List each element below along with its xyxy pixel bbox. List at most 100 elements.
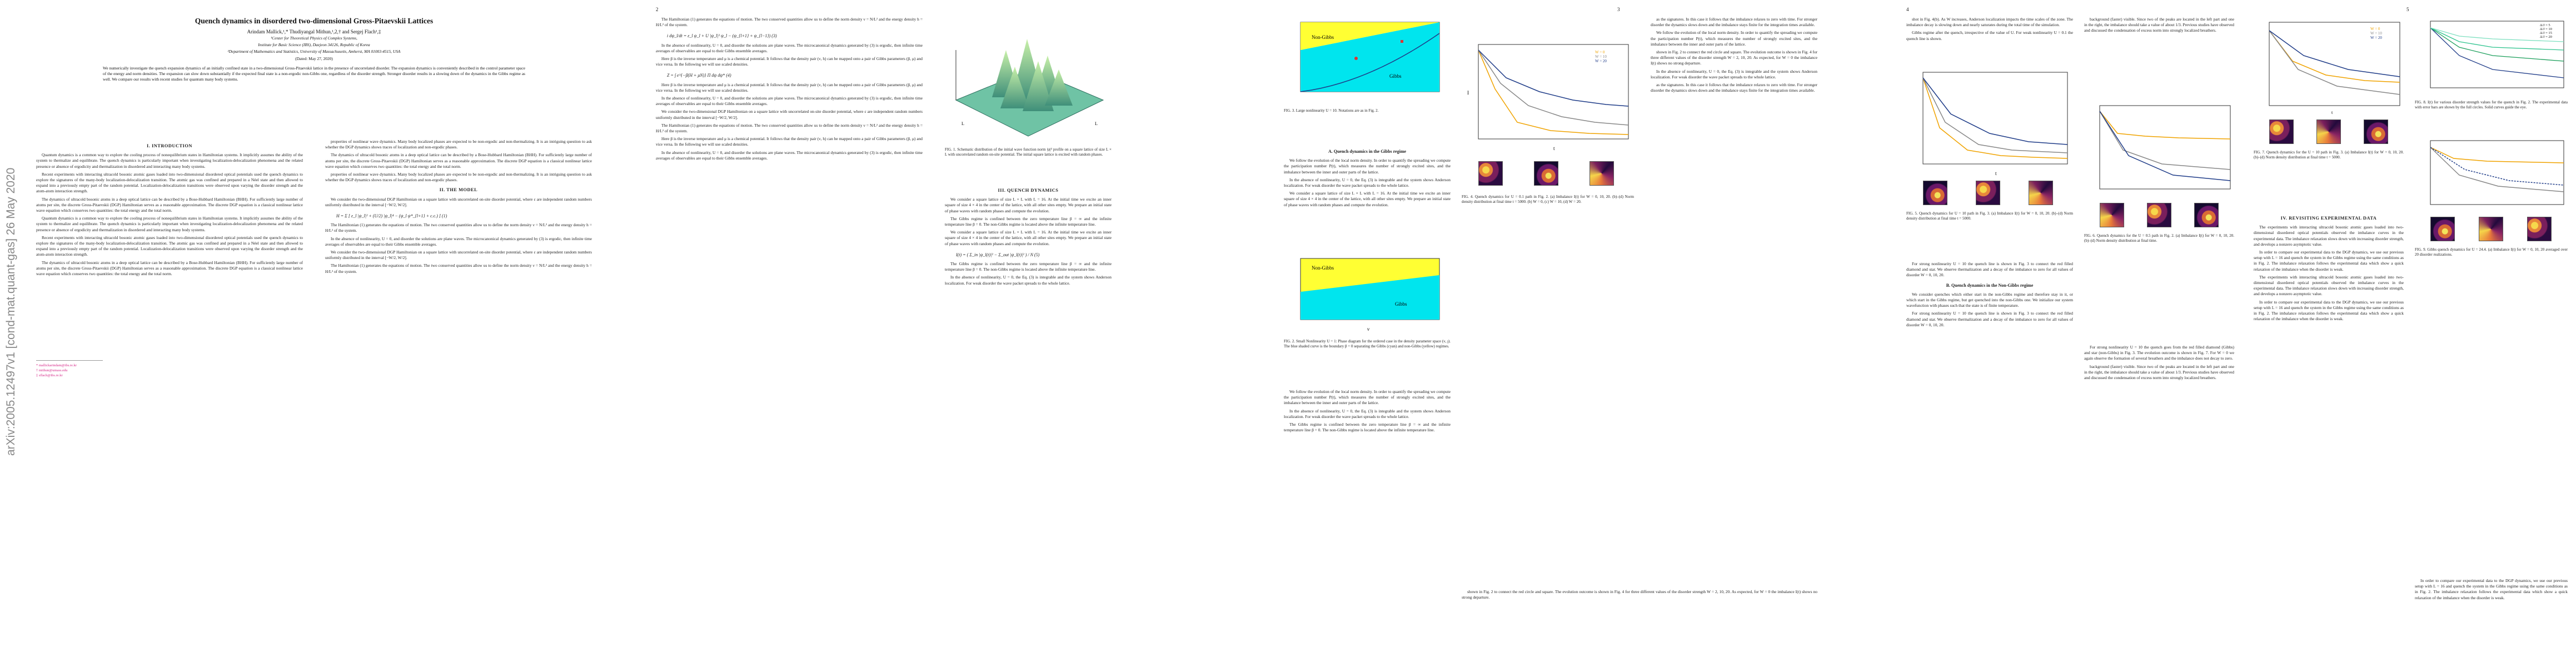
paragraph: In order to compare our experimental dat…: [2254, 299, 2404, 322]
figure-3: Non-Gibbs Gibbs FIG. 3. Large nonlineari…: [1284, 17, 1451, 113]
region-label-gibbs: Gibbs: [1389, 73, 1402, 79]
figure-9: FIG. 9. Gibbs quench dynamics for U = 24…: [2415, 136, 2568, 258]
footnote-email-3[interactable]: ‡ sflach@ibs.re.kr: [36, 374, 63, 378]
page-number: 3: [1617, 7, 1620, 12]
paragraph: Here β is the inverse temperature and μ …: [656, 56, 923, 67]
figure-4: t I W = 0 W = 10 W = 20 FIG. 4. Quench d…: [1462, 39, 1634, 205]
figure-2-caption: FIG. 2. Small Nonlinearity U = 1: Phase …: [1284, 339, 1451, 349]
norm-density-heatmap: [1478, 161, 1503, 186]
paragraph: shown in Fig. 2 to connect the red circl…: [1651, 49, 1817, 66]
paper-header: Quench dynamics in disordered two-dimens…: [36, 17, 592, 83]
paragraph: We follow the evolution of the local nor…: [1284, 389, 1451, 406]
legend-item: W = 10: [1595, 54, 1607, 59]
paragraph: The experiments with interacting ultraco…: [2254, 225, 2404, 247]
axis-label: L: [1095, 121, 1098, 126]
paragraph: In the absence of nonlinearity, U = 0, a…: [656, 96, 923, 107]
norm-density-heatmap: [2194, 203, 2219, 227]
norm-density-heatmap: [1976, 181, 2000, 205]
legend: Δ/J = 5 Δ/J = 10 Δ/J = 15 Δ/J = 20: [2540, 23, 2552, 39]
footnote-email-1[interactable]: * mallickarindam@ibs.re.kr: [36, 364, 77, 368]
x-axis-label: ν: [1367, 326, 1369, 332]
subsection-heading-non-gibbs: B. Quench dynamics in the Non-Gibbs regi…: [1946, 282, 2034, 288]
heatmap-row: [1906, 181, 2073, 211]
column-1-lower: For strong nonlinearity U = 10 the quenc…: [1906, 261, 2073, 330]
section-heading-model: II. THE MODEL: [439, 187, 478, 193]
footnotes: * mallickarindam@ibs.re.kr † mithun@umas…: [36, 360, 103, 378]
figure-7: t W = 0 W = 10 W = 20 FIG. 7. Quench dyn…: [2254, 17, 2404, 161]
paragraph: We follow the evolution of the local nor…: [1651, 30, 1817, 47]
arxiv-id: arXiv:2005.12497v1 [cond-mat.quant-gas] …: [4, 167, 17, 456]
x-axis-label: t: [1553, 146, 1555, 151]
figure-9-caption: FIG. 9. Gibbs quench dynamics for U = 24…: [2415, 247, 2568, 257]
affiliation-2: Institute for Basic Science (IBS), Daeje…: [258, 42, 370, 47]
figure-3-caption: FIG. 3. Large nonlinearity U = 10. Notat…: [1284, 108, 1379, 113]
page-4: 4 shot in Fig. 4(b). As W increases, And…: [1895, 0, 2240, 667]
paragraph: Recent experiments with interacting ultr…: [36, 235, 303, 257]
heatmap-row: [2415, 217, 2568, 247]
legend: W = 0 W = 10 W = 20: [2370, 27, 2382, 40]
paragraph: The Gibbs regime is confined between the…: [945, 216, 1112, 227]
norm-density-heatmap: [2100, 203, 2124, 227]
paper-title: Quench dynamics in disordered two-dimens…: [195, 17, 434, 25]
paragraph: In the absence of nonlinearity, U = 0, t…: [1284, 408, 1451, 419]
paragraph: We consider a square lattice of size L ×…: [1284, 191, 1451, 207]
paragraph: In the absence of nonlinearity, U = 0, t…: [1651, 68, 1817, 79]
dated: (Dated: May 27, 2020): [295, 56, 333, 61]
paragraph: The Gibbs regime is confined between the…: [1284, 422, 1451, 433]
figure-1: L L FIG. 1. Schematic distribution of th…: [945, 17, 1112, 178]
section-heading-quench: III. QUENCH DYNAMICS: [998, 188, 1059, 193]
paragraph: as the signatures. In this case it follo…: [1651, 17, 1817, 28]
paragraph: as the signatures. In this case it follo…: [1651, 82, 1817, 93]
page-3: 3 Non-Gibbs Gibbs FIG. 3. Large nonlinea…: [1273, 0, 1884, 667]
page-5: 5 t W = 0 W = 10 W = 20 FIG. 7. Quench d…: [2251, 0, 2573, 667]
legend-item: Δ/J = 15: [2540, 31, 2552, 35]
norm-density-heatmap: [2430, 217, 2455, 241]
x-axis-label: t: [2331, 110, 2333, 115]
figure-2: Non-Gibbs Gibbs ν FIG. 2. Small Nonlinea…: [1284, 253, 1451, 350]
paragraph: We follow the evolution of the local nor…: [1284, 158, 1451, 175]
paragraph: The dynamics of ultracold bosonic atoms …: [36, 260, 303, 277]
norm-density-heatmap: [2527, 217, 2552, 241]
paragraph: Gibbs regime after the quench, irrespect…: [1906, 30, 2073, 41]
paragraph: We consider quenches which either start …: [1906, 291, 2073, 308]
page-number: 4: [1906, 7, 1909, 12]
paragraph: In the absence of nonlinearity, U = 0, t…: [1284, 177, 1451, 188]
equation-5: I(t) = ( Σ_in |ψ_l(t)|² − Σ_out |ψ_l(t)|…: [956, 252, 1040, 257]
paragraph: In the absence of nonlinearity, U = 0, a…: [656, 42, 923, 53]
paragraph: In the absence of nonlinearity, U = 0, a…: [656, 150, 923, 161]
y-axis-label: I: [1467, 90, 1469, 96]
paragraph: Here β is the inverse temperature and μ …: [656, 82, 923, 93]
legend-item: Δ/J = 10: [2540, 27, 2552, 31]
legend-item: Δ/J = 20: [2540, 35, 2552, 39]
imbalance-plot: [2430, 140, 2564, 205]
paragraph: The Gibbs regime is confined between the…: [945, 261, 1112, 272]
paragraph: shown in Fig. 2 to connect the red circl…: [1462, 589, 1817, 600]
norm-density-heatmap: [1534, 161, 1558, 186]
phase-diagram-u1: Non-Gibbs Gibbs ν: [1300, 258, 1440, 332]
column-2: In order to compare our experimental dat…: [2415, 578, 2568, 603]
lattice-landscape-illustration: L L: [955, 39, 1104, 137]
imbalance-plot: [2099, 105, 2231, 190]
arxiv-stamp: arXiv:2005.12497v1 [cond-mat.quant-gas] …: [4, 67, 18, 456]
page-number: 2: [656, 7, 659, 12]
equation-3: i dψ_l/dt = ε_l ψ_l + U |ψ_l|² ψ_l − (ψ_…: [667, 33, 777, 39]
paragraph: For strong nonlinearity U = 10 the quenc…: [2084, 345, 2234, 361]
footnote-email-2[interactable]: † mithun@umass.edu: [36, 369, 68, 373]
column-1: The Hamiltonian (1) generates the equati…: [656, 17, 923, 163]
abstract: We numerically investigate the quench ex…: [103, 66, 525, 82]
paragraph: background (faster) visible. Since two o…: [2084, 364, 2234, 381]
figure-5: t FIG. 5. Quench dynamics for U = 10 pat…: [1906, 67, 2073, 222]
heatmap-row: [2084, 203, 2234, 233]
legend-item: Δ/J = 5: [2540, 23, 2550, 27]
paragraph: In order to compare our experimental dat…: [2415, 578, 2568, 600]
column-1: I. INTRODUCTION Quantum dynamics is a co…: [36, 139, 303, 378]
axis-label: L: [961, 121, 964, 126]
region-label-non-gibbs: Non-Gibbs: [1312, 34, 1334, 40]
figure-4-caption: FIG. 4. Quench dynamics for U = 0.1 path…: [1462, 195, 1634, 205]
norm-density-heatmap: [2364, 120, 2388, 144]
paragraph: We consider the two-dimensional DGP Hami…: [325, 196, 592, 207]
column-2-lower: For strong nonlinearity U = 10 the quenc…: [2084, 345, 2234, 383]
paragraph: We consider the two-dimensional DGP Hami…: [325, 250, 592, 261]
section-heading-intro: I. INTRODUCTION: [147, 143, 192, 148]
column-1: shot in Fig. 4(b). As W increases, Ander…: [1906, 17, 2073, 44]
